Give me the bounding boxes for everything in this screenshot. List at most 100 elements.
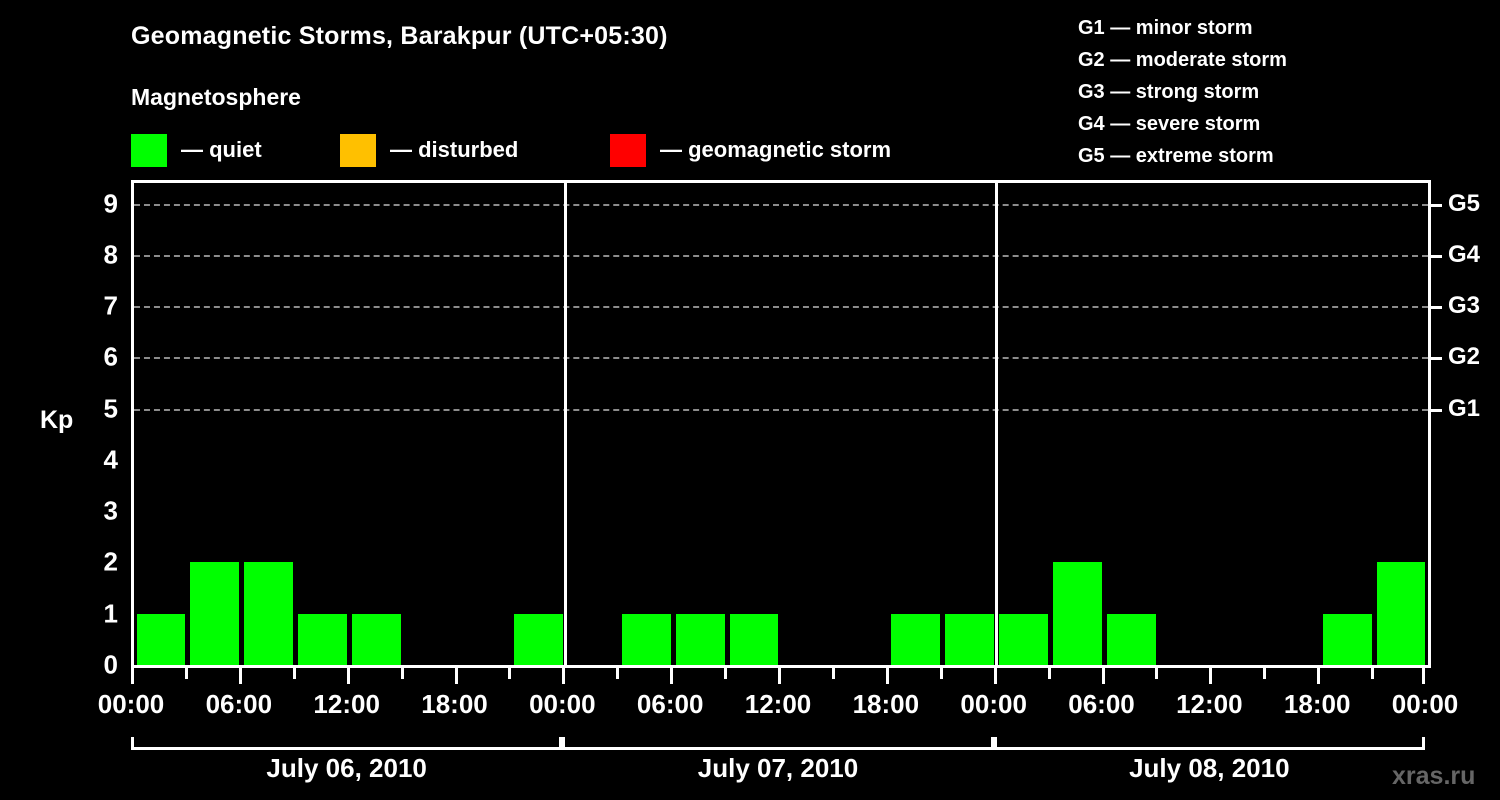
gridline-kp-9	[134, 203, 1428, 206]
x-tick-major-18h	[454, 668, 458, 684]
x-tick-label-12: 00:00	[1391, 689, 1459, 719]
day-separator-2	[995, 183, 999, 665]
bar-22	[1322, 613, 1372, 665]
y-axis-tick-labels: 0 1 2 3 4 5 6 7 8 9	[60, 180, 118, 680]
y-tick-label-4: 4	[103, 444, 118, 475]
x-tick-major-12h	[346, 668, 350, 684]
day-bracket-2	[993, 737, 1425, 750]
x-tick-major-6h	[238, 668, 242, 684]
x-tick-label-1: 06:00	[205, 689, 273, 719]
x-tick-major-60h	[1209, 668, 1213, 684]
storm-scale-row-g4: G4 — severe storm	[1078, 113, 1261, 135]
day-caption-1: July 07, 2010	[697, 753, 859, 783]
x-tick-minor-9h	[292, 668, 296, 679]
x-tick-major-48h	[993, 668, 997, 684]
storm-scale-row-g1: G1 — minor storm	[1078, 17, 1253, 39]
x-axis-ticks	[131, 668, 1431, 686]
x-tick-label-6: 12:00	[744, 689, 812, 719]
y-tick-label-6: 6	[103, 341, 118, 372]
x-tick-minor-3h	[184, 668, 188, 679]
legend-item-geomagnetic-storm: — geomagnetic storm	[610, 132, 891, 168]
g-tick-g1	[1431, 408, 1442, 412]
bar-9	[621, 613, 671, 665]
day-brackets	[131, 737, 1431, 753]
y-tick-label-1: 1	[103, 598, 118, 629]
day-separator-1	[563, 183, 567, 665]
legend-label-geomagnetic-storm: — geomagnetic storm	[660, 137, 892, 162]
bar-17	[1053, 562, 1102, 665]
x-tick-label-2: 12:00	[313, 689, 380, 719]
g-tick-g3	[1431, 306, 1442, 310]
x-tick-minor-27h	[616, 668, 620, 679]
day-bracket-0	[131, 737, 563, 750]
gridline-kp-8	[134, 254, 1428, 257]
bar-14	[891, 613, 941, 665]
x-tick-major-54h	[1101, 668, 1105, 684]
y-tick-label-3: 3	[103, 495, 118, 526]
watermark: xras.ru	[1392, 762, 1476, 790]
y-tick-label-5: 5	[103, 393, 118, 424]
g-label-g2: G2	[1448, 343, 1481, 371]
g-label-g3: G3	[1448, 292, 1481, 320]
magnetosphere-legend-title: Magnetosphere	[131, 84, 301, 110]
x-tick-label-11: 18:00	[1283, 689, 1351, 719]
bar-15	[945, 613, 995, 665]
gridline-kp-6	[134, 357, 1428, 360]
storm-scale-row-g3: G3 — strong storm	[1078, 81, 1260, 103]
x-tick-minor-45h	[939, 668, 943, 679]
y-tick-label-9: 9	[103, 188, 118, 218]
storm-scale-row-g2: G2 — moderate storm	[1078, 49, 1287, 71]
x-tick-major-24h	[562, 668, 566, 684]
y-tick-label-7: 7	[103, 290, 118, 321]
storm-scale-row-g5: G5 — extreme storm	[1078, 145, 1274, 167]
g-scale-labels: G1 G2 G3 G4 G5	[1448, 180, 1500, 668]
x-tick-major-72h	[1422, 668, 1425, 684]
g-label-g5: G5	[1448, 189, 1481, 217]
legend-label-disturbed: — disturbed	[390, 137, 519, 162]
day-bracket-1	[562, 737, 994, 750]
x-tick-minor-33h	[724, 668, 728, 679]
x-tick-label-0: 00:00	[97, 689, 165, 719]
x-tick-label-10: 12:00	[1176, 689, 1243, 719]
bar-0	[136, 613, 186, 665]
x-tick-label-8: 00:00	[960, 689, 1027, 719]
y-axis-title: Kp	[40, 406, 74, 434]
x-tick-label-5: 06:00	[636, 689, 704, 719]
g-tick-g4	[1431, 254, 1442, 258]
day-captions: July 06, 2010 July 07, 2010 July 08, 2010	[131, 753, 1431, 793]
gridline-kp-5	[134, 408, 1428, 411]
bar-2	[244, 562, 294, 665]
y-tick-label-8: 8	[103, 239, 118, 270]
storm-scale-legend: G1 — minor storm G2 — moderate storm G3 — …	[1078, 12, 1498, 172]
x-tick-minor-15h	[400, 668, 404, 679]
day-caption-2: July 08, 2010	[1129, 753, 1290, 783]
bar-7	[513, 613, 563, 665]
g-label-g4: G4	[1448, 240, 1481, 268]
gridline-kp-7	[134, 306, 1428, 309]
x-tick-major-36h	[778, 668, 781, 684]
bar-18	[1107, 613, 1156, 665]
y-tick-label-0: 0	[103, 649, 118, 680]
bar-16	[999, 613, 1049, 665]
y-tick-label-2: 2	[103, 546, 118, 577]
x-tick-minor-51h	[1047, 668, 1051, 679]
x-tick-major-42h	[885, 668, 889, 684]
x-axis-tick-labels: 00:00 06:00 12:00 18:00 00:00 06:00 12:00 18:00…	[0, 689, 1500, 723]
legend-swatch-geomagnetic-storm	[610, 133, 646, 167]
x-tick-minor-21h	[508, 668, 512, 679]
x-tick-minor-57h	[1155, 668, 1159, 679]
g-tick-g5	[1431, 203, 1442, 207]
bar-10	[675, 613, 725, 665]
x-tick-label-7: 18:00	[852, 689, 920, 719]
legend-swatch-quiet	[131, 133, 167, 167]
g-label-g1: G1	[1448, 394, 1481, 422]
x-tick-minor-39h	[831, 668, 835, 679]
legend-item-disturbed: — disturbed	[340, 132, 518, 168]
day-caption-0: July 06, 2010	[266, 753, 427, 783]
x-tick-label-9: 06:00	[1068, 689, 1135, 719]
chart-plot-inner	[134, 183, 1428, 665]
x-tick-label-3: 18:00	[421, 689, 488, 719]
x-tick-major-30h	[670, 668, 674, 684]
x-tick-minor-63h	[1263, 668, 1267, 679]
